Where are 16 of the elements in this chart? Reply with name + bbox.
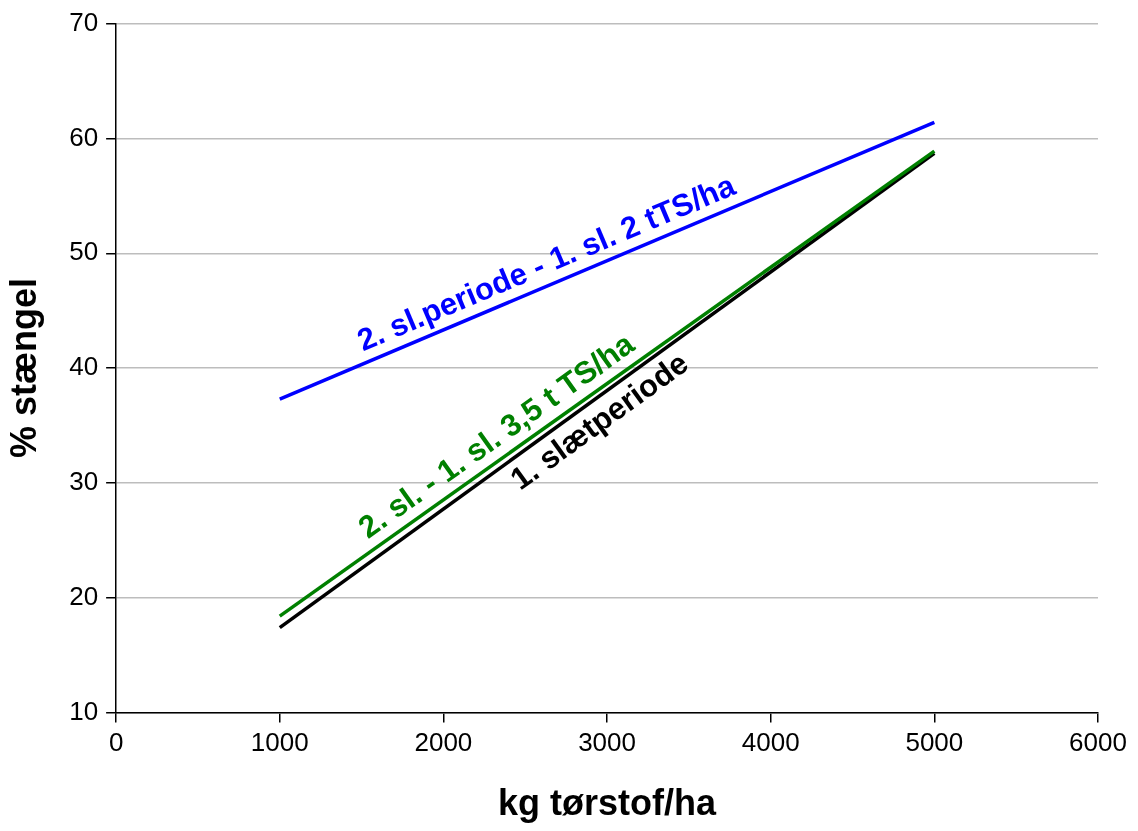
x-tick-label: 1000 [250, 727, 309, 758]
x-tick-label: 0 [108, 727, 124, 758]
x-tick-label: 5000 [905, 727, 964, 758]
y-tick-label: 10 [69, 695, 99, 726]
x-tick-label: 3000 [578, 727, 636, 758]
x-tick-label: 4000 [741, 727, 800, 758]
y-tick-label: 20 [69, 580, 99, 611]
y-tick-label: 50 [69, 236, 99, 267]
y-tick-label: 30 [69, 466, 99, 497]
y-tick-label: 60 [69, 121, 99, 152]
y-tick-label: 70 [69, 6, 99, 37]
x-tick-label: 2000 [414, 727, 473, 758]
x-axis-title: kg tørstof/ha [498, 782, 718, 824]
y-axis-title: % stængel [2, 278, 44, 459]
x-tick-label: 6000 [1069, 727, 1127, 758]
y-tick-label: 40 [69, 351, 99, 382]
